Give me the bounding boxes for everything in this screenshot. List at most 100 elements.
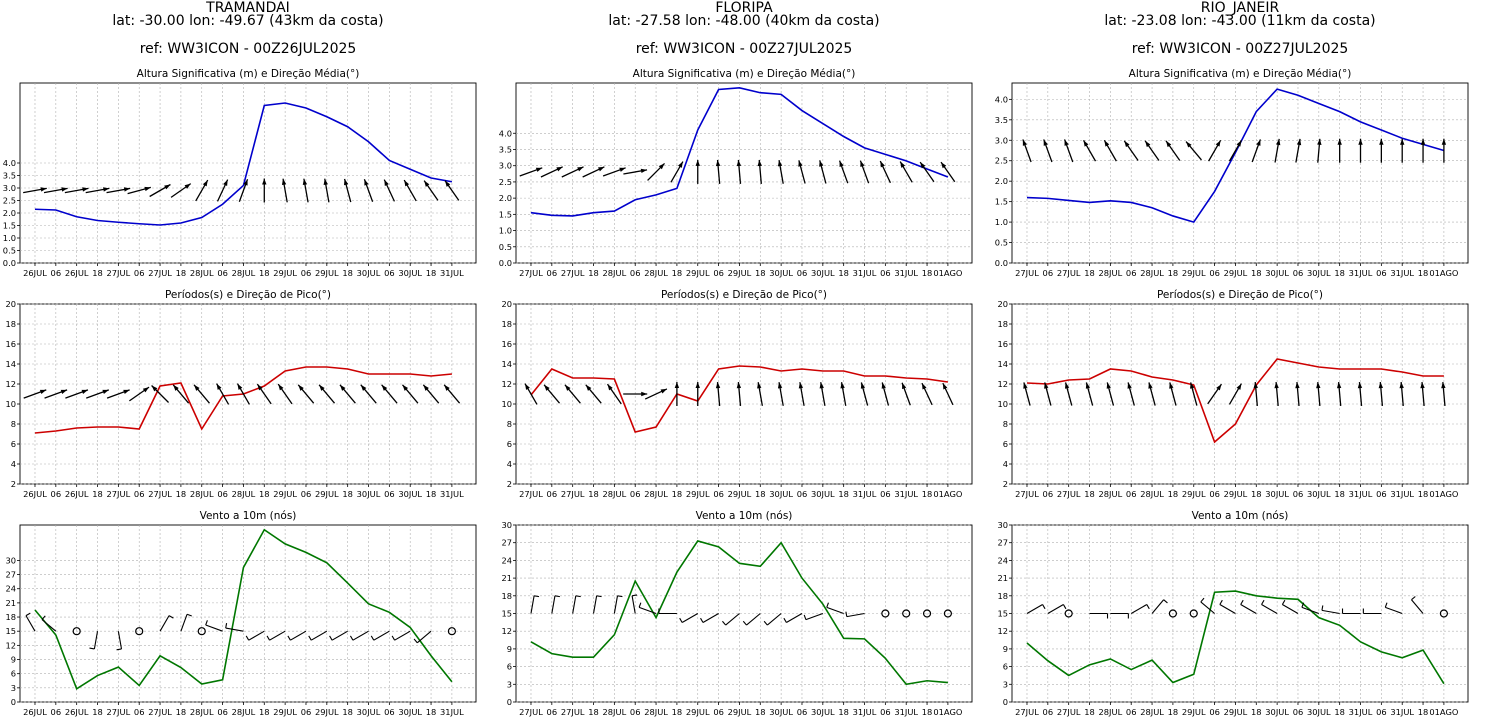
arrow-head	[819, 160, 824, 167]
plot-frame	[19, 524, 477, 703]
arrow-head	[1441, 382, 1446, 389]
x-tick-label: 28JUL	[1140, 707, 1164, 717]
x-tick-label: 06	[1043, 268, 1054, 278]
arrow-head	[619, 167, 626, 172]
y-tick-label: 4.0	[3, 158, 16, 168]
wind-barb-flag	[391, 635, 396, 641]
arrow-head	[1317, 138, 1322, 145]
x-tick-label: 29JUL	[686, 268, 710, 278]
arrow-head	[535, 167, 543, 172]
arrow-head	[1379, 138, 1384, 145]
arrow-head	[1296, 138, 1302, 146]
y-tick-label: 18	[997, 591, 1008, 601]
x-tick-label: 06	[547, 489, 558, 499]
arrow-head	[1190, 382, 1195, 389]
x-tick-label: 18	[259, 489, 270, 499]
y-tick-label: 2	[11, 479, 16, 489]
y-tick-label: 0	[1003, 697, 1008, 707]
arrow-head	[881, 382, 886, 389]
arrow-head	[444, 384, 450, 391]
x-tick-label: 06	[1043, 707, 1054, 717]
x-tick-label: 18	[342, 489, 353, 499]
arrow-head	[1064, 382, 1070, 389]
wind-barb-staff	[1261, 604, 1278, 614]
x-tick-label: 27JUL	[519, 489, 543, 499]
x-tick-label: 28JUL	[644, 489, 668, 499]
calm-wind-marker	[197, 627, 206, 636]
arrow-head	[1236, 383, 1242, 390]
y-tick-label: 0.5	[499, 242, 512, 252]
y-tick-label: 2.0	[995, 176, 1008, 186]
x-tick-label: 18	[1418, 707, 1429, 717]
x-tick-label: 29JUL	[273, 489, 297, 499]
x-tick-label: 31JUL	[894, 268, 918, 278]
y-tick-label: 0.0	[995, 258, 1008, 268]
y-tick-label: 27	[5, 570, 16, 580]
station-charts: Altura Significativa (m) e Direção Média…	[499, 68, 973, 717]
x-tick-label: 27JUL	[561, 489, 585, 499]
x-tick-label: 06	[1376, 489, 1387, 499]
arrow-head	[1295, 382, 1300, 389]
arrow-head	[598, 166, 605, 172]
x-tick-label: 30JUL	[1265, 489, 1289, 499]
x-tick-label: 18	[176, 268, 187, 278]
arrow-head	[1441, 138, 1447, 145]
arrow-head	[777, 160, 783, 167]
y-tick-label: 14	[501, 359, 512, 369]
y-tick-label: 12	[997, 626, 1008, 636]
arrow-head	[278, 384, 284, 391]
arrow-head	[585, 384, 592, 391]
wind-barb-staff	[1411, 599, 1424, 614]
wind-barb-flag	[722, 620, 727, 626]
x-tick-label: 06	[301, 489, 312, 499]
wind-barb-staff	[592, 595, 598, 614]
station-name: RIO_JANEIR	[1200, 0, 1280, 16]
wind-barb-staff	[551, 595, 556, 614]
calm-wind-marker	[72, 627, 81, 636]
y-tick-label: 30	[997, 520, 1008, 530]
y-tick-label: 24	[997, 555, 1008, 565]
x-tick-label: 30JUL	[811, 489, 835, 499]
x-tick-label: 31JUL	[853, 707, 877, 717]
arrow-head	[1336, 382, 1342, 389]
chart-panel: Períodos(s) e Direção de Pico(°)27JUL 06 2…	[997, 289, 1469, 499]
y-tick-label: 18	[5, 319, 16, 329]
y-tick-label: 9	[11, 655, 16, 665]
x-tick-label: 30JUL	[1265, 707, 1289, 717]
y-tick-label: 2	[507, 479, 512, 489]
arrow-head	[343, 178, 349, 186]
wind-barb-flag	[329, 635, 333, 641]
x-tick-label: 01AGO	[933, 489, 963, 499]
x-tick-label: 06	[1126, 489, 1137, 499]
y-tick-label: 10	[501, 399, 512, 409]
y-tick-label: 1.0	[3, 233, 16, 243]
y-tick-label: 0.5	[995, 238, 1008, 248]
wind-barb-flag	[1321, 605, 1324, 611]
arrow-head	[123, 389, 130, 395]
arrow-head	[757, 382, 762, 389]
arrow-head	[695, 382, 700, 388]
x-tick-label: 01AGO	[933, 268, 963, 278]
wind-barb-flag	[679, 617, 683, 623]
x-tick-label: 18	[922, 489, 933, 499]
y-tick-label: 1.0	[995, 217, 1008, 227]
x-tick-label: 06	[630, 489, 641, 499]
chart-panel: Períodos(s) e Direção de Pico(°)26JUL 06 2…	[5, 289, 477, 499]
x-tick-label: 30JUL	[398, 268, 422, 278]
wind-barb-flag	[845, 611, 848, 617]
y-tick-label: 20	[997, 299, 1008, 309]
x-tick-label: 06	[301, 268, 312, 278]
wind-barb-staff	[766, 613, 782, 626]
x-tick-label: 27JUL	[148, 489, 172, 499]
wind-barb-flag	[1163, 599, 1168, 604]
station-charts: Altura Significativa (m) e Direção Média…	[995, 68, 1469, 717]
arrow-head	[607, 384, 613, 391]
y-tick-label: 3.5	[499, 144, 512, 154]
x-tick-label: 27JUL	[1057, 268, 1081, 278]
y-tick-label: 12	[501, 626, 512, 636]
arrow-head	[839, 160, 844, 168]
x-tick-label: 18	[1251, 268, 1262, 278]
y-tick-label: 3	[507, 679, 512, 689]
arrow-head	[202, 180, 208, 187]
x-tick-label: 28JUL	[603, 268, 627, 278]
